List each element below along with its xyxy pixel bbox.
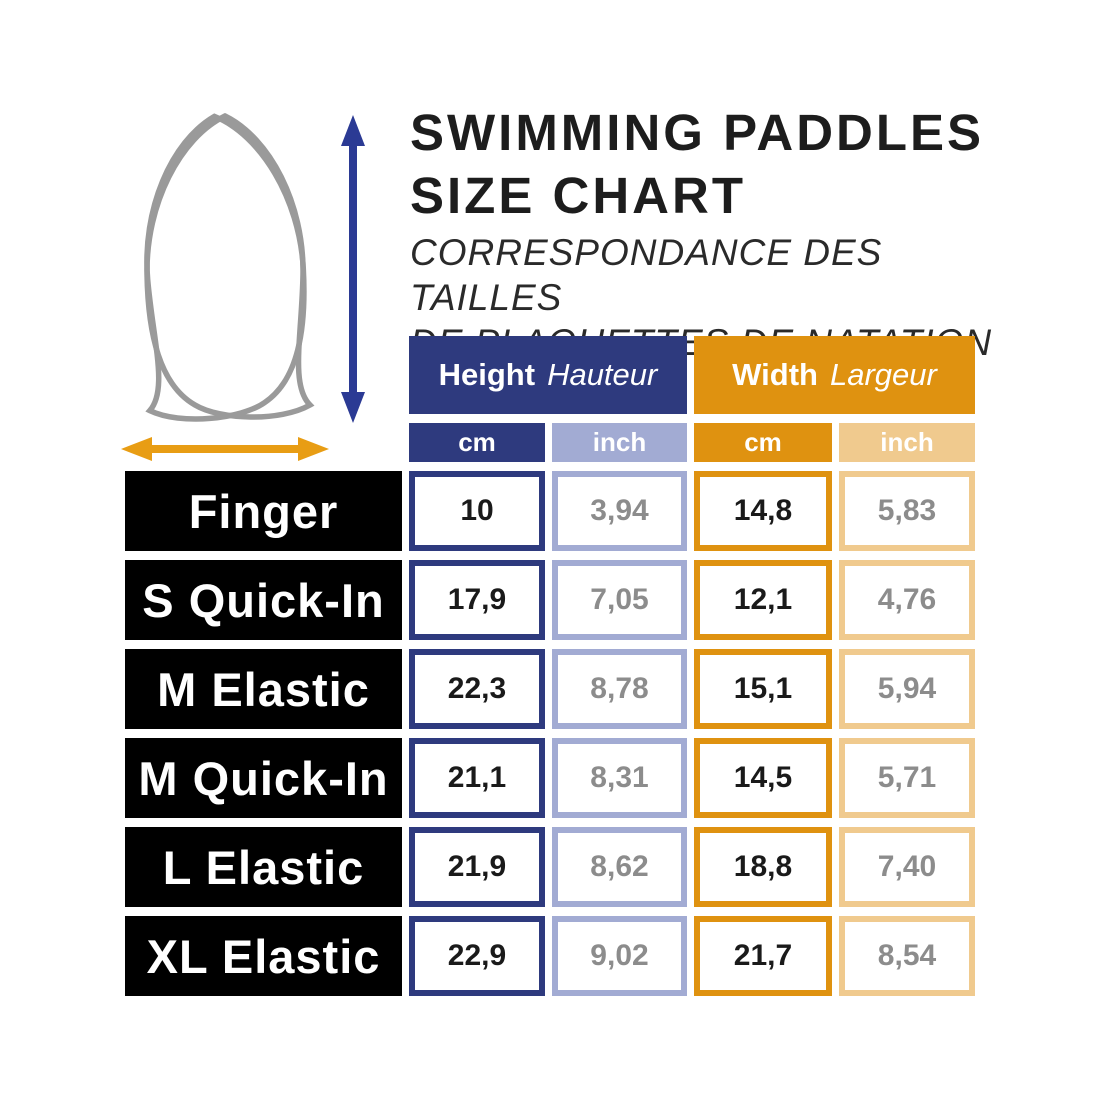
- cell-height-inch: 3,94: [552, 471, 687, 551]
- cell-width-inch: 8,54: [839, 916, 975, 996]
- cell-height-inch: 8,62: [552, 827, 687, 907]
- cell-height-cm: 21,1: [409, 738, 545, 818]
- cell-height-cm: 22,3: [409, 649, 545, 729]
- height-group-header: Height Hauteur: [409, 336, 687, 414]
- cell-height-inch: 9,02: [552, 916, 687, 996]
- cell-width-cm: 15,1: [694, 649, 832, 729]
- height-group-label-fr: Hauteur: [547, 357, 658, 392]
- cell-width-inch: 5,94: [839, 649, 975, 729]
- cell-width-inch: 5,71: [839, 738, 975, 818]
- cell-width-inch: 7,40: [839, 827, 975, 907]
- cell-width-cm: 18,8: [694, 827, 832, 907]
- row-label: L Elastic: [125, 827, 402, 907]
- cell-width-cm: 12,1: [694, 560, 832, 640]
- row-label: M Quick-In: [125, 738, 402, 818]
- width-group-header: Width Largeur: [694, 336, 975, 414]
- unit-header-width-inch: inch: [839, 423, 975, 462]
- row-label: S Quick-In: [125, 560, 402, 640]
- cell-width-inch: 5,83: [839, 471, 975, 551]
- width-group-label-fr: Largeur: [829, 357, 937, 392]
- cell-width-cm: 14,8: [694, 471, 832, 551]
- cell-width-cm: 21,7: [694, 916, 832, 996]
- size-table: Height Hauteur Width Largeur cm inch cm …: [125, 336, 975, 996]
- unit-header-width-cm: cm: [694, 423, 832, 462]
- width-group-label: Width: [732, 357, 818, 392]
- cell-height-inch: 8,31: [552, 738, 687, 818]
- cell-height-cm: 22,9: [409, 916, 545, 996]
- cell-height-inch: 7,05: [552, 560, 687, 640]
- width-arrow-icon: [121, 437, 329, 461]
- title-block: SWIMMING PADDLES SIZE CHART CORRESPONDAN…: [410, 101, 1010, 365]
- cell-height-cm: 17,9: [409, 560, 545, 640]
- cell-height-cm: 21,9: [409, 827, 545, 907]
- page-title: SWIMMING PADDLES SIZE CHART: [410, 101, 1010, 227]
- cell-width-inch: 4,76: [839, 560, 975, 640]
- cell-height-inch: 8,78: [552, 649, 687, 729]
- page-title-line1: SWIMMING PADDLES: [410, 104, 985, 161]
- page-subtitle-line1: CORRESPONDANCE DES TAILLES: [410, 232, 883, 318]
- paddle-outline-icon: [144, 113, 307, 422]
- paddle-illustration: [121, 112, 365, 461]
- row-label: Finger: [125, 471, 402, 551]
- unit-header-height-inch: inch: [552, 423, 687, 462]
- cell-height-cm: 10: [409, 471, 545, 551]
- page-title-line2: SIZE CHART: [410, 167, 746, 224]
- cell-width-cm: 14,5: [694, 738, 832, 818]
- row-label: M Elastic: [125, 649, 402, 729]
- row-label: XL Elastic: [125, 916, 402, 996]
- height-group-label: Height: [438, 357, 536, 392]
- unit-header-height-cm: cm: [409, 423, 545, 462]
- height-arrow-icon: [341, 115, 365, 423]
